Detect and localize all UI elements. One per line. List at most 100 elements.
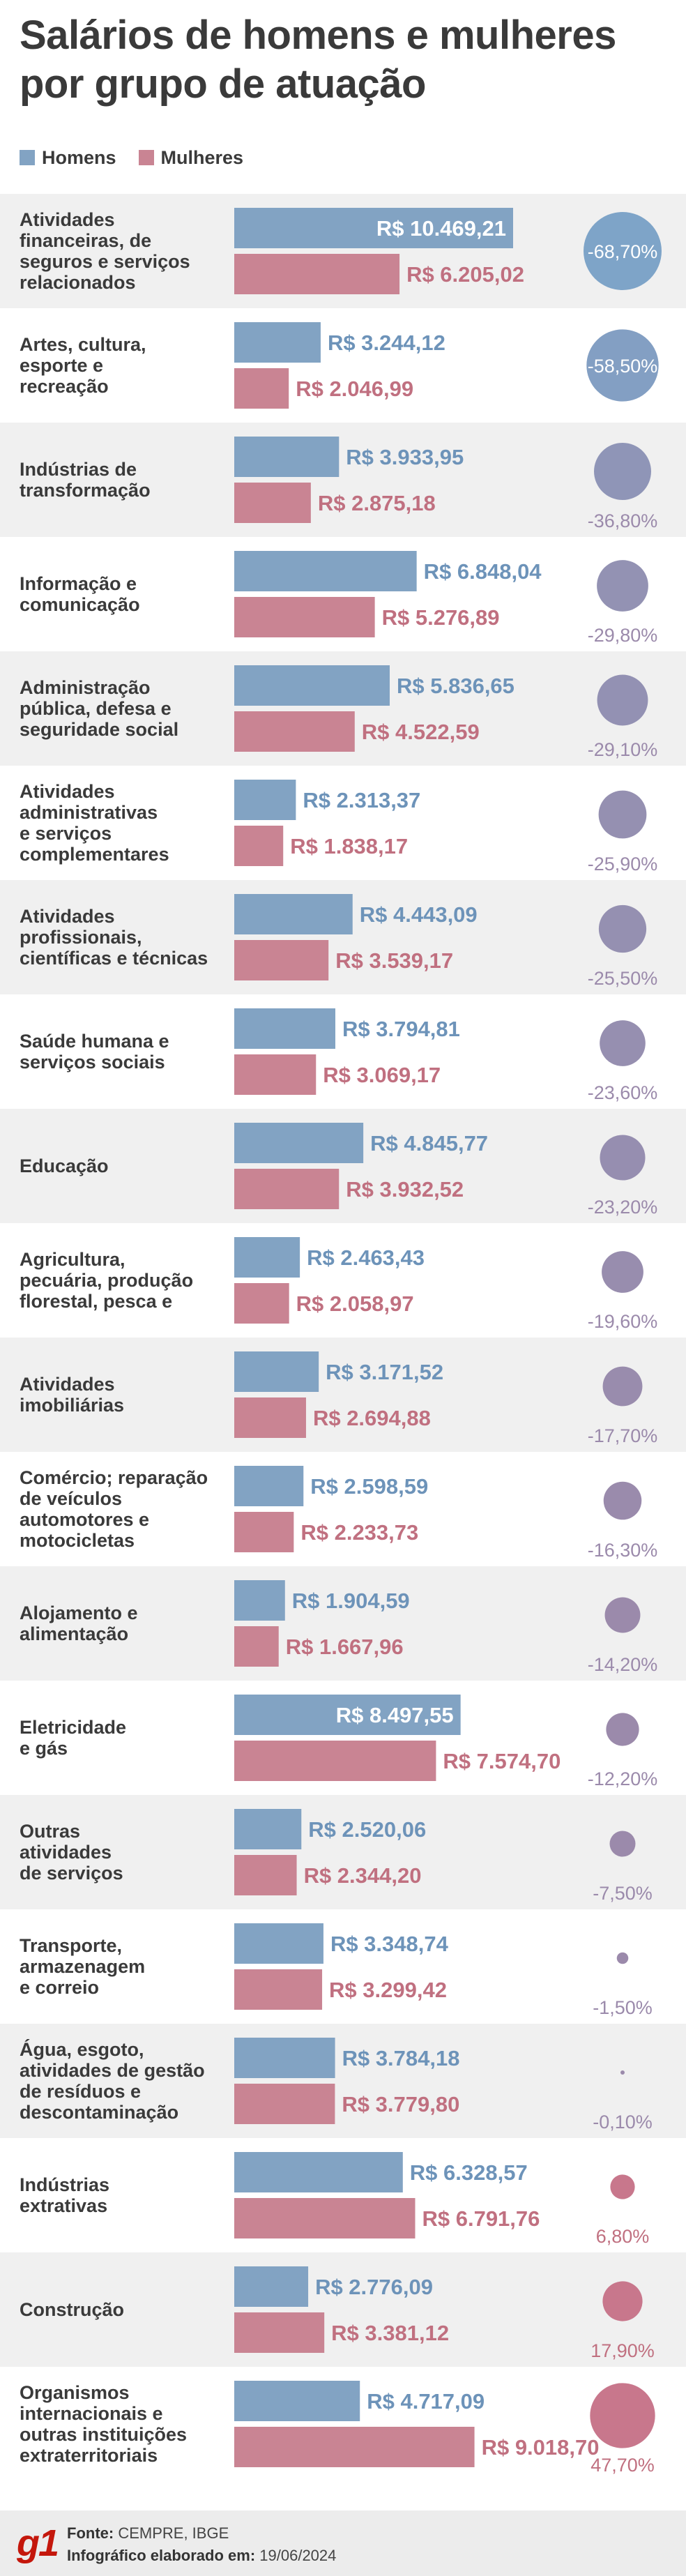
pct-label: -23,60% (588, 1082, 658, 1103)
category-label: Artes, cultura, esporte e recreação (20, 334, 146, 397)
source-line: Fonte: CEMPRE, IBGE (67, 2524, 229, 2543)
value-label-women: R$ 2.058,97 (296, 1291, 414, 1316)
pct-bubble (610, 2174, 635, 2199)
value-label-men: R$ 2.520,06 (308, 1817, 426, 1842)
bar-women (234, 2198, 416, 2238)
value-label-men: R$ 3.171,52 (326, 1360, 443, 1384)
pct-bubble (598, 790, 647, 839)
bar-men (234, 1237, 300, 1278)
legend-label-women: Mulheres (160, 146, 244, 168)
bar-women (234, 1855, 297, 1895)
chart-row: Organismos internacionais e outras institu… (20, 2381, 655, 2476)
pct-bubble (620, 2070, 625, 2075)
chart-row: Água, esgoto, atividades de gestão de resí… (0, 2024, 686, 2138)
pct-label: -1,50% (593, 1997, 653, 2018)
pct-label: -36,80% (588, 510, 658, 531)
value-label-men: R$ 6.328,57 (410, 2160, 528, 2185)
pct-label: -14,20% (588, 1654, 658, 1675)
pct-bubble (602, 2281, 643, 2321)
value-label-women: R$ 4.522,59 (362, 720, 480, 744)
row-band (0, 2252, 686, 2367)
bar-women (234, 2427, 475, 2467)
chart-row: Comércio; reparação de veículos automotore… (20, 1466, 657, 1561)
category-label: Comércio; reparação de veículos automotore… (20, 1467, 208, 1551)
category-label: Organismos internacionais e outras institu… (20, 2382, 187, 2466)
credit-label: Infográfico elaborado em: (67, 2547, 256, 2564)
bar-women (234, 1741, 436, 1781)
value-label-men: R$ 3.794,81 (342, 1017, 460, 1041)
legend-label-men: Homens (42, 146, 116, 168)
value-label-men: R$ 4.717,09 (367, 2389, 485, 2414)
bar-men (234, 208, 513, 248)
bar-men (234, 437, 340, 477)
value-label-women: R$ 7.574,70 (443, 1749, 561, 1773)
category-label: Educação (20, 1156, 109, 1176)
value-label-men: R$ 3.244,12 (328, 331, 445, 355)
bar-men (234, 322, 321, 363)
row-band (0, 1566, 686, 1681)
value-label-men: R$ 3.348,74 (330, 1932, 449, 1956)
category-label: Atividades financeiras, de seguros e servi… (20, 209, 190, 293)
value-label-women: R$ 2.694,88 (313, 1406, 431, 1430)
chart-row: Atividades administrativas e serviços compl… (20, 780, 657, 874)
value-label-men: R$ 2.463,43 (307, 1245, 425, 1270)
pct-bubble (590, 2383, 655, 2448)
value-label-men: R$ 5.836,65 (397, 674, 514, 698)
bar-men (234, 1695, 461, 1735)
value-label-men: R$ 4.443,09 (360, 902, 478, 927)
bar-women (234, 711, 355, 752)
bar-women (234, 1397, 306, 1438)
pct-label: 6,80% (596, 2226, 650, 2247)
category-label: Informação e comunicação (20, 573, 140, 615)
bar-men (234, 894, 353, 934)
pct-bubble (598, 904, 647, 953)
pct-bubble (584, 212, 662, 290)
legend-swatch-women (138, 150, 154, 165)
pct-bubble (602, 1366, 643, 1407)
value-label-men: R$ 8.497,55 (336, 1703, 454, 1727)
value-label-men: R$ 1.904,59 (292, 1589, 410, 1613)
pct-bubble (609, 1831, 636, 1857)
bar-men (234, 2266, 309, 2307)
bar-men (234, 780, 296, 820)
pct-bubble (586, 329, 659, 402)
category-label: Alojamento e alimentação (20, 1603, 138, 1644)
value-label-men: R$ 2.313,37 (303, 788, 420, 812)
pct-bubble (597, 560, 648, 612)
bar-women (234, 1512, 294, 1552)
value-label-men: R$ 2.776,09 (315, 2275, 433, 2299)
pct-bubble (604, 1597, 641, 1633)
chart-row: Eletricidade e gás R$ 8.497,55 R$ 7.574,70 -… (20, 1695, 657, 1789)
pct-label: -29,80% (588, 625, 658, 646)
bar-men (234, 1466, 304, 1506)
bar-women (234, 1283, 289, 1324)
legend-item-men: Homens (20, 147, 116, 169)
pct-label: -29,10% (588, 739, 658, 760)
pct-label: -25,90% (588, 854, 658, 874)
value-label-women: R$ 3.381,12 (331, 2321, 449, 2345)
category-label: Água, esgoto, atividades de gestão de resí… (20, 2038, 205, 2123)
value-label-men: R$ 4.845,77 (370, 1131, 488, 1156)
bar-men (234, 1351, 319, 1392)
pct-bubble (616, 1952, 629, 1964)
chart-row: Alojamento e alimentação R$ 1.904,59 R$ 1.6… (0, 1566, 686, 1681)
category-label: Transporte, armazenagem e correio (20, 1935, 145, 1998)
bar-women (234, 826, 284, 866)
value-label-women: R$ 6.205,02 (406, 262, 524, 287)
value-label-men: R$ 10.469,21 (376, 216, 506, 241)
category-label: Outras atividades de serviços (20, 1821, 123, 1884)
pct-bubble (600, 1135, 646, 1181)
pct-bubble (600, 1020, 646, 1066)
pct-label: -58,50% (588, 356, 658, 377)
value-label-women: R$ 1.667,96 (286, 1635, 404, 1659)
chart-row: Indústrias extrativas R$ 6.328,57 R$ 6.791,… (20, 2152, 649, 2247)
value-label-women: R$ 2.046,99 (296, 377, 413, 401)
chart-row: Agricultura, pecuária, produção florestal,… (20, 1237, 657, 1332)
category-label: Construção (20, 2299, 124, 2320)
category-label: Atividades profissionais, científicas e té… (20, 906, 208, 969)
category-label: Administração pública, defesa e seguridade… (20, 677, 178, 740)
value-label-men: R$ 3.933,95 (346, 445, 464, 469)
pct-label: -68,70% (588, 241, 658, 262)
g1-logo: g1 (17, 2522, 59, 2564)
value-label-women: R$ 3.069,17 (323, 1063, 441, 1087)
